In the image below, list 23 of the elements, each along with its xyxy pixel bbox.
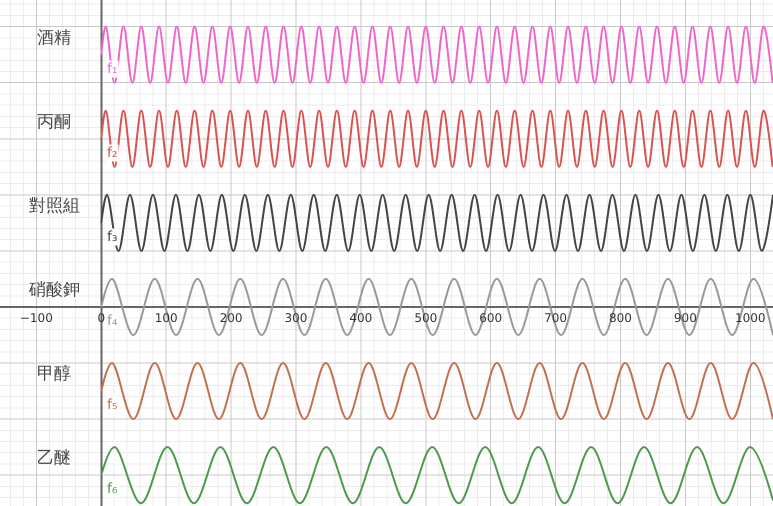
series-label: 乙醚	[37, 448, 71, 468]
annotation: f₆	[107, 481, 118, 497]
x-tick-label: −100	[20, 310, 53, 325]
x-tick-label: 600	[479, 310, 502, 325]
x-tick-label: 800	[609, 310, 632, 325]
x-tick-label: 700	[544, 310, 568, 325]
annotation: f₄	[107, 313, 118, 329]
series-label: 甲醇	[37, 364, 71, 384]
x-tick-label: 900	[674, 310, 697, 325]
series-label: 丙酮	[37, 112, 71, 132]
x-tick-label: 100	[154, 310, 178, 325]
series-label: 酒精	[37, 28, 71, 48]
annotation: f₃	[107, 229, 118, 245]
x-tick-label: 300	[284, 310, 308, 325]
annotation: f₂	[107, 145, 118, 161]
x-tick-label: 400	[349, 310, 372, 325]
series-label: 硝酸鉀	[28, 280, 80, 300]
x-tick-label: 500	[414, 310, 438, 325]
annotation: f₁	[107, 61, 118, 77]
series-label: 對照組	[29, 196, 80, 216]
x-tick-label: 200	[220, 310, 243, 325]
x-tick-label: 1000	[735, 310, 766, 325]
annotation: f₅	[107, 397, 118, 413]
